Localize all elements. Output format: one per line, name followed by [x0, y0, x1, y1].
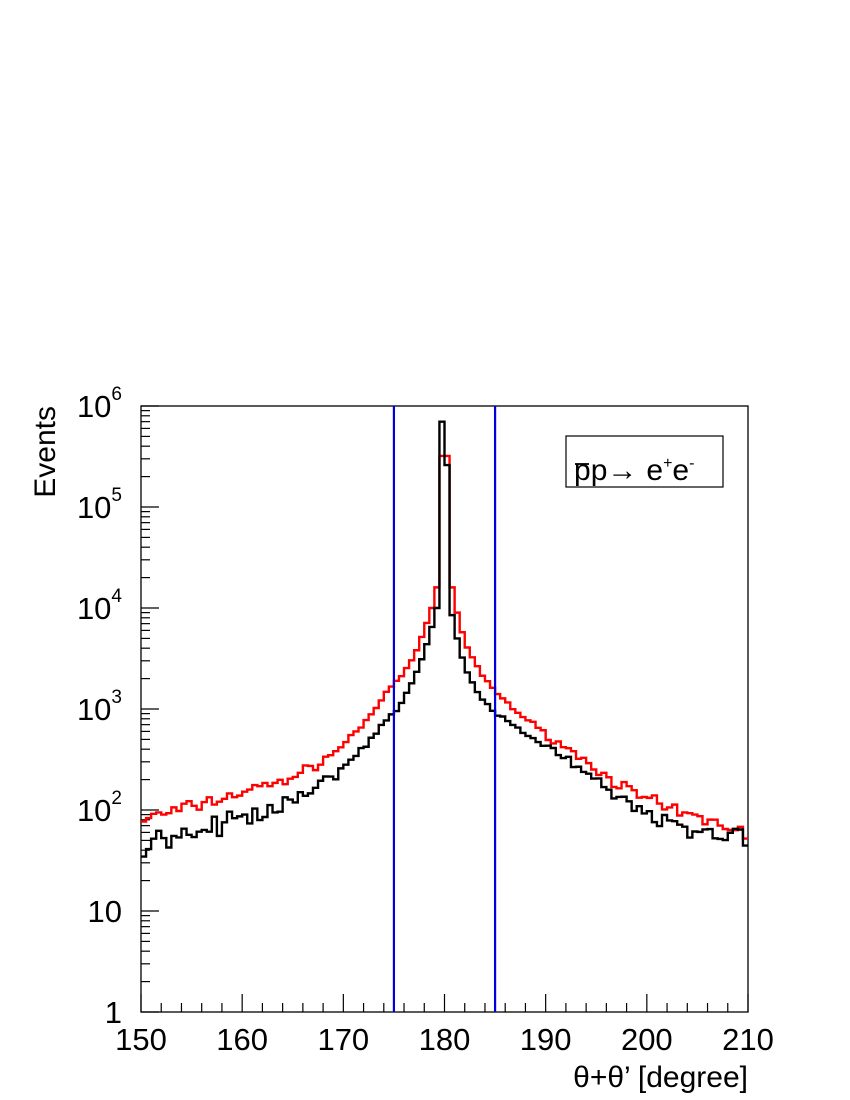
x-tick-label: 210	[722, 1022, 774, 1057]
y-tick-label: 104	[77, 586, 122, 626]
legend-label: pp→ e+e-	[574, 454, 694, 487]
x-tick-label: 190	[520, 1022, 572, 1057]
series-layer	[141, 420, 748, 858]
x-tick-label: 180	[419, 1022, 471, 1057]
axis-ticks	[140, 405, 749, 1013]
y-tick-base: 10	[88, 894, 122, 929]
legend-positron: e	[646, 454, 663, 487]
legend-antiproton: p	[574, 454, 591, 487]
legend-plus: +	[663, 455, 672, 472]
y-tick-base: 10	[77, 591, 111, 626]
plot-frame	[140, 405, 749, 1013]
y-tick-label: 103	[77, 687, 122, 727]
y-tick-label: 10	[88, 894, 122, 929]
legend-minus: -	[689, 455, 694, 472]
legend-box: pp→ e+e-	[565, 435, 724, 488]
y-tick-label: 1	[105, 995, 122, 1030]
legend-electron: e	[672, 454, 689, 487]
y-tick-exponent: 2	[111, 788, 122, 809]
y-tick-exponent: 4	[111, 586, 122, 607]
y-tick-label: 105	[77, 485, 122, 525]
y-tick-base: 10	[77, 490, 111, 525]
x-axis-title: θ+θ’ [degree]	[573, 1061, 748, 1094]
y-tick-base: 10	[77, 793, 111, 828]
legend-frame	[565, 435, 724, 488]
y-tick-base: 10	[77, 389, 111, 424]
legend-proton: p	[591, 454, 608, 487]
y-tick-label: 106	[77, 384, 122, 424]
legend-arrow: →	[607, 454, 637, 487]
x-tick-labels: 150 160 170 180 190 200 210	[115, 1022, 774, 1057]
x-tick-label: 200	[621, 1022, 673, 1057]
histogram-series-1	[141, 454, 748, 840]
y-tick-base: 1	[105, 995, 122, 1030]
y-axis-title: Events	[29, 406, 62, 498]
y-tick-base: 10	[77, 692, 111, 727]
x-tick-label: 160	[216, 1022, 268, 1057]
histogram-series-2	[141, 420, 748, 858]
x-tick-label: 150	[115, 1022, 167, 1057]
y-tick-exponent: 5	[111, 485, 122, 506]
y-tick-exponent: 6	[111, 384, 122, 405]
y-tick-exponent: 3	[111, 687, 122, 708]
x-tick-label: 170	[317, 1022, 369, 1057]
cut-lines	[392, 406, 497, 1012]
y-tick-label: 102	[77, 788, 122, 828]
